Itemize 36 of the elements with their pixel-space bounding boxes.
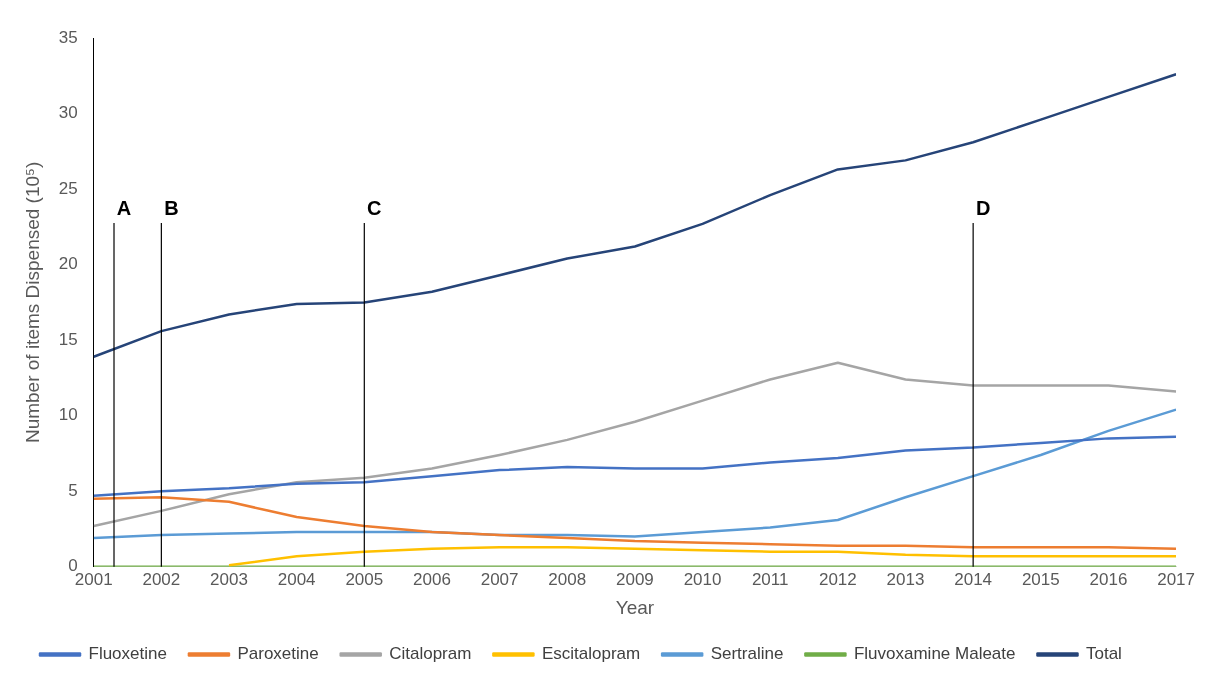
x-tick-label: 2009 xyxy=(615,569,654,589)
ref-line-label: D xyxy=(975,196,991,219)
x-tick-label: 2003 xyxy=(210,569,248,589)
y-tick-label: 35 xyxy=(58,27,78,47)
y-tick-label: 15 xyxy=(58,329,78,349)
ref-line-label: A xyxy=(116,196,132,219)
y-tick-label: 5 xyxy=(68,480,78,500)
x-tick-label: 2016 xyxy=(1089,569,1128,589)
y-tick-label: 20 xyxy=(58,254,78,274)
x-tick-label: 2007 xyxy=(480,569,519,589)
legend-label: Fluoxetine xyxy=(88,644,167,664)
x-tick-label: 2015 xyxy=(1021,569,1060,589)
legend-label: Paroxetine xyxy=(237,644,319,664)
x-tick-label: 2017 xyxy=(1157,569,1195,589)
legend-label: Sertraline xyxy=(710,644,784,664)
ref-line-label: C xyxy=(367,196,382,219)
y-axis-title: Number of items Dispensed (10⁵) xyxy=(21,161,43,444)
y-tick-label: 10 xyxy=(58,405,78,425)
x-tick-label: 2010 xyxy=(683,569,722,589)
x-tick-label: 2013 xyxy=(886,569,925,589)
legend-label: Citalopram xyxy=(389,644,472,664)
x-tick-label: 2004 xyxy=(277,569,316,589)
ref-line-label: B xyxy=(164,196,179,219)
x-tick-label: 2005 xyxy=(345,569,384,589)
x-tick-label: 2008 xyxy=(548,569,587,589)
x-axis-title: Year xyxy=(615,596,655,618)
legend-label: Escitalopram xyxy=(541,644,641,664)
x-tick-label: 2012 xyxy=(818,569,857,589)
y-tick-label: 25 xyxy=(58,178,78,198)
x-tick-label: 2006 xyxy=(413,569,451,589)
y-tick-label: 30 xyxy=(58,103,78,123)
x-tick-label: 2002 xyxy=(142,569,181,589)
legend-label: Total xyxy=(1085,644,1122,664)
x-tick-label: 2014 xyxy=(954,569,993,589)
legend-label: Fluvoxamine Maleate xyxy=(853,644,1016,664)
x-tick-label: 2011 xyxy=(751,569,789,589)
